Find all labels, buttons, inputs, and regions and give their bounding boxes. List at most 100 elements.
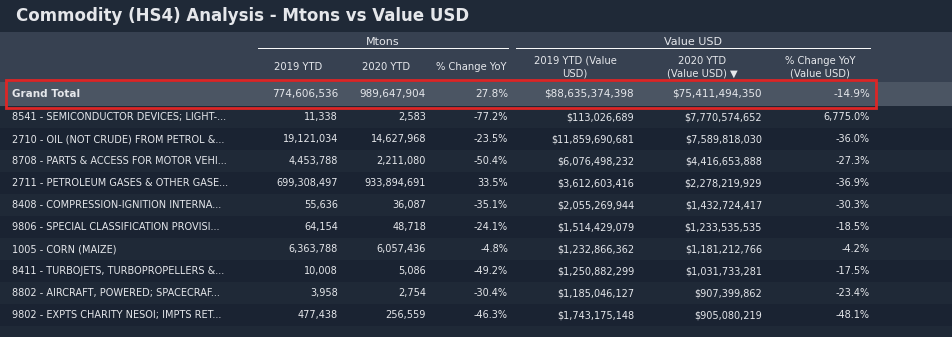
Bar xyxy=(430,128,512,150)
Text: 55,636: 55,636 xyxy=(304,200,338,210)
Bar xyxy=(0,82,952,106)
Bar xyxy=(430,238,512,260)
Bar xyxy=(638,106,766,128)
Bar xyxy=(512,128,638,150)
Bar xyxy=(766,52,874,82)
Text: -50.4%: -50.4% xyxy=(474,156,508,166)
Bar xyxy=(7,80,876,108)
Bar xyxy=(342,282,430,304)
Text: 2710 - OIL (NOT CRUDE) FROM PETROL &...: 2710 - OIL (NOT CRUDE) FROM PETROL &... xyxy=(12,134,225,144)
Bar xyxy=(0,282,952,304)
Text: % Change YoY: % Change YoY xyxy=(436,62,506,72)
Bar xyxy=(254,150,342,172)
Bar xyxy=(0,304,952,326)
Text: $905,080,219: $905,080,219 xyxy=(694,310,762,320)
Bar xyxy=(8,194,254,216)
Bar xyxy=(766,82,874,106)
Bar xyxy=(512,238,638,260)
Bar xyxy=(638,82,766,106)
Text: 8408 - COMPRESSION-IGNITION INTERNA...: 8408 - COMPRESSION-IGNITION INTERNA... xyxy=(12,200,221,210)
Text: 5,086: 5,086 xyxy=(398,266,426,276)
Bar xyxy=(342,52,430,82)
Bar xyxy=(8,216,254,238)
Bar xyxy=(8,150,254,172)
Bar xyxy=(342,216,430,238)
Text: $113,026,689: $113,026,689 xyxy=(566,112,634,122)
Bar xyxy=(766,282,874,304)
Text: $1,232,866,362: $1,232,866,362 xyxy=(557,244,634,254)
Bar xyxy=(638,172,766,194)
Text: 6,775.0%: 6,775.0% xyxy=(823,112,870,122)
Text: $1,432,724,417: $1,432,724,417 xyxy=(684,200,762,210)
Text: -24.1%: -24.1% xyxy=(474,222,508,232)
Bar xyxy=(766,216,874,238)
Bar xyxy=(254,52,342,82)
Text: $6,076,498,232: $6,076,498,232 xyxy=(557,156,634,166)
Bar xyxy=(512,260,638,282)
Bar xyxy=(254,82,342,106)
Bar xyxy=(342,260,430,282)
Text: 2020 YTD: 2020 YTD xyxy=(362,62,410,72)
Text: Mtons: Mtons xyxy=(367,37,400,47)
Bar xyxy=(0,106,952,128)
Text: $88,635,374,398: $88,635,374,398 xyxy=(545,89,634,99)
Bar xyxy=(342,82,430,106)
Text: 3,958: 3,958 xyxy=(310,288,338,298)
Text: 8411 - TURBOJETS, TURBOPROPELLERS &...: 8411 - TURBOJETS, TURBOPROPELLERS &... xyxy=(12,266,225,276)
Bar xyxy=(512,82,638,106)
Text: -48.1%: -48.1% xyxy=(836,310,870,320)
Text: $2,278,219,929: $2,278,219,929 xyxy=(684,178,762,188)
Text: 2,211,080: 2,211,080 xyxy=(377,156,426,166)
Bar xyxy=(512,52,638,82)
Bar xyxy=(254,172,342,194)
Bar xyxy=(638,238,766,260)
Text: 2,754: 2,754 xyxy=(398,288,426,298)
Text: -4.2%: -4.2% xyxy=(842,244,870,254)
Bar xyxy=(766,128,874,150)
Bar xyxy=(342,150,430,172)
Bar xyxy=(430,150,512,172)
Bar xyxy=(0,128,952,150)
Bar xyxy=(342,128,430,150)
Text: 477,438: 477,438 xyxy=(298,310,338,320)
Bar xyxy=(430,216,512,238)
Text: 9806 - SPECIAL CLASSIFICATION PROVISI...: 9806 - SPECIAL CLASSIFICATION PROVISI... xyxy=(12,222,220,232)
Text: 6,363,788: 6,363,788 xyxy=(288,244,338,254)
Text: $1,250,882,299: $1,250,882,299 xyxy=(557,266,634,276)
Text: 9802 - EXPTS CHARITY NESOI; IMPTS RET...: 9802 - EXPTS CHARITY NESOI; IMPTS RET... xyxy=(12,310,222,320)
Bar xyxy=(0,260,952,282)
Text: 48,718: 48,718 xyxy=(392,222,426,232)
Text: Value USD: Value USD xyxy=(664,37,722,47)
Text: 19,121,034: 19,121,034 xyxy=(283,134,338,144)
Text: 1005 - CORN (MAIZE): 1005 - CORN (MAIZE) xyxy=(12,244,116,254)
Bar xyxy=(342,172,430,194)
Text: 989,647,904: 989,647,904 xyxy=(360,89,426,99)
Bar xyxy=(430,52,512,82)
Text: -23.5%: -23.5% xyxy=(474,134,508,144)
Bar xyxy=(512,194,638,216)
Text: $2,055,269,944: $2,055,269,944 xyxy=(557,200,634,210)
Text: $3,612,603,416: $3,612,603,416 xyxy=(557,178,634,188)
Text: 8708 - PARTS & ACCESS FOR MOTOR VEHI...: 8708 - PARTS & ACCESS FOR MOTOR VEHI... xyxy=(12,156,227,166)
Bar xyxy=(254,304,342,326)
Text: 10,008: 10,008 xyxy=(305,266,338,276)
Bar xyxy=(430,82,512,106)
Text: $1,185,046,127: $1,185,046,127 xyxy=(557,288,634,298)
Text: -35.1%: -35.1% xyxy=(474,200,508,210)
Bar xyxy=(0,32,952,52)
Bar xyxy=(638,304,766,326)
Bar xyxy=(512,150,638,172)
Bar xyxy=(342,238,430,260)
Text: -14.9%: -14.9% xyxy=(833,89,870,99)
Text: $1,031,733,281: $1,031,733,281 xyxy=(685,266,762,276)
Bar xyxy=(8,282,254,304)
Text: % Change YoY
(Value USD): % Change YoY (Value USD) xyxy=(784,56,855,78)
Text: $7,589,818,030: $7,589,818,030 xyxy=(685,134,762,144)
Bar xyxy=(254,106,342,128)
Bar xyxy=(766,260,874,282)
Text: $11,859,690,681: $11,859,690,681 xyxy=(551,134,634,144)
Bar xyxy=(8,238,254,260)
Bar xyxy=(8,172,254,194)
Bar xyxy=(8,128,254,150)
Bar xyxy=(638,282,766,304)
